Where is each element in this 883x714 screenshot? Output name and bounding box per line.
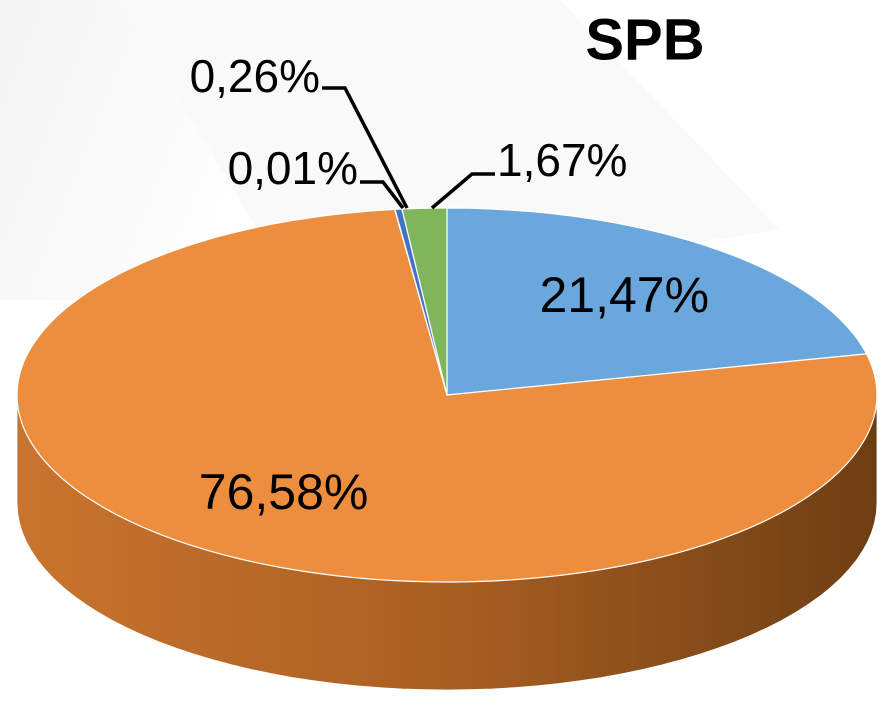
slice <box>401 207 448 396</box>
chart-title: SPB <box>585 7 704 72</box>
background-shade <box>0 0 300 300</box>
data-label: 0,26% <box>190 50 320 102</box>
leader-line <box>360 180 405 210</box>
data-label: 21,47% <box>539 267 709 323</box>
leader-line <box>430 172 495 210</box>
slice <box>446 207 868 396</box>
data-label: 1,67% <box>497 134 627 186</box>
data-label: 0,01% <box>228 142 358 194</box>
leader-line <box>322 86 409 209</box>
slice <box>16 208 878 583</box>
data-label: 76,58% <box>199 464 369 520</box>
